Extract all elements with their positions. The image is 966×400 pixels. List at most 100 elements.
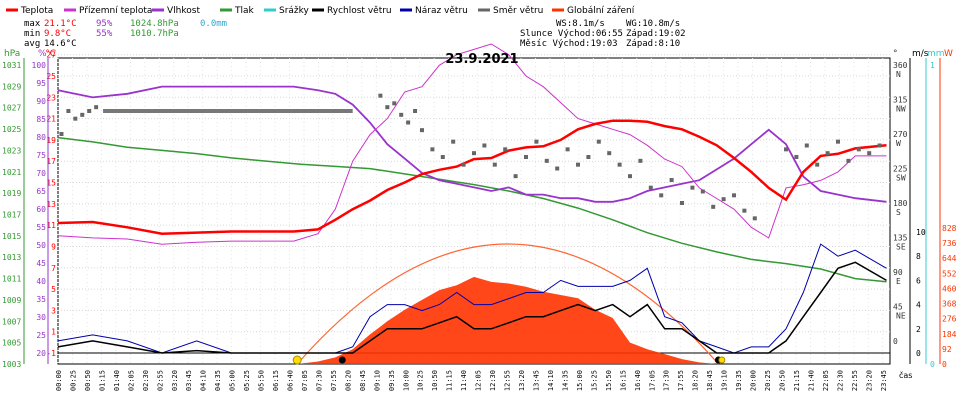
x-tick-33: 13:45 (532, 370, 540, 391)
hpa-tick-6: 1019 (2, 189, 21, 198)
x-tick-1: 00:25 (69, 370, 77, 391)
x-tick-9: 03:45 (185, 370, 193, 391)
temp-tick-13: 1 (51, 328, 56, 337)
temp-tick-0: 27 (46, 51, 56, 60)
x-tick-28: 11:40 (460, 370, 468, 391)
deg-tick-8: 0 (893, 337, 898, 346)
wind-dir-point-38 (690, 185, 695, 190)
dir-letter-2: W (896, 139, 901, 148)
stat-r0-c3: 1024.8hPa (130, 19, 179, 29)
axes: hPa %°C1031102910271025102310211019101710… (2, 49, 957, 391)
x-tick-39: 16:15 (619, 370, 627, 391)
x-tick-5: 02:05 (127, 370, 135, 391)
series-pressure (57, 136, 887, 283)
wind-dir-point-27 (576, 162, 580, 167)
deg-axis-title: ° (893, 49, 898, 59)
ms-tick-0: 10 (916, 228, 926, 237)
dir-letter-5: SE (896, 243, 906, 252)
x-tick-32: 13:20 (518, 370, 526, 391)
temp-tick-3: 21 (46, 115, 56, 124)
w-tick-2: 644 (942, 254, 957, 263)
mm-tick-0: 1 (930, 61, 935, 70)
hpa-axis-title: hPa (4, 49, 20, 59)
stat-r1-c1: 9.8°C (44, 29, 71, 39)
moonset-text: Západ:8:10 (626, 39, 680, 49)
legend-label-5: Rychlost větru (327, 6, 392, 16)
temp-tick-2: 23 (46, 93, 56, 102)
wind-dir-point-20 (503, 147, 508, 152)
hpa-tick-11: 1009 (2, 296, 21, 305)
deg-tick-2: 270 (893, 130, 908, 139)
wind-dir-point-12 (420, 128, 424, 133)
x-tick-56: 23:20 (865, 370, 873, 391)
pct-tick-4: 80 (36, 133, 46, 142)
x-tick-43: 17:55 (677, 370, 685, 391)
x-tick-46: 19:10 (721, 370, 729, 391)
w-tick-8: 92 (942, 345, 952, 354)
wind-dir-point-4 (87, 109, 92, 113)
hpa-tick-14: 1003 (2, 360, 21, 369)
wind-dir-point-54 (877, 143, 882, 148)
temp-tick-7: 13 (46, 200, 56, 209)
wind-dir-point-28 (586, 155, 591, 159)
temp-tick-9: 9 (51, 242, 56, 251)
chart-marks (57, 43, 887, 365)
deg-tick-7: 45 (893, 303, 903, 312)
x-tick-40: 16:40 (634, 370, 642, 391)
x-tick-29: 12:05 (475, 370, 483, 391)
wind-dir-point-53 (867, 151, 872, 156)
ms-tick-5: 0 (916, 349, 921, 358)
temp-tick-8: 11 (46, 221, 56, 230)
wind-dir-band (103, 109, 353, 113)
w-tick-4: 460 (942, 284, 957, 293)
temp-axis-title: °C (45, 49, 56, 59)
hpa-tick-7: 1017 (2, 211, 21, 220)
wind-dir-point-47 (804, 143, 809, 148)
legend-label-0: Teplota (20, 6, 53, 16)
x-axis-title: čas (899, 370, 912, 380)
wind-dir-point-18 (482, 143, 487, 148)
pct-tick-12: 40 (36, 277, 46, 286)
w-axis-title: W (944, 49, 953, 59)
w-tick-3: 552 (942, 269, 957, 278)
wind-dir-point-19 (492, 162, 497, 167)
wind-dir-point-1 (66, 109, 71, 113)
temp-tick-1: 25 (46, 72, 56, 81)
x-tick-20: 08:20 (344, 370, 352, 391)
temp-tick-5: 17 (46, 157, 56, 166)
x-tick-7: 02:55 (156, 370, 164, 391)
x-tick-16: 06:40 (287, 370, 295, 391)
wind-dir-point-10 (406, 120, 411, 125)
wind-dir-point-46 (794, 155, 799, 159)
deg-tick-4: 180 (893, 199, 908, 208)
pct-tick-8: 60 (36, 205, 46, 214)
sunset-text: Západ:19:02 (626, 29, 686, 39)
pct-tick-5: 75 (36, 151, 46, 160)
x-tick-15: 06:15 (272, 370, 280, 391)
ms-tick-1: 8 (916, 252, 921, 261)
w-tick-6: 276 (942, 315, 957, 324)
hpa-tick-0: 1031 (2, 61, 21, 70)
wind-dir-point-42 (732, 193, 736, 198)
x-tick-21: 08:45 (359, 370, 367, 391)
w-tick-9: 0 (942, 360, 947, 369)
deg-tick-5: 135 (893, 234, 908, 243)
dir-letter-7: NE (896, 312, 906, 321)
x-tick-25: 10:25 (417, 370, 425, 391)
wind-dir-point-29 (596, 139, 601, 144)
hpa-tick-2: 1027 (2, 104, 21, 113)
hpa-tick-3: 1025 (2, 125, 21, 134)
temp-tick-10: 7 (51, 264, 56, 273)
hpa-tick-5: 1021 (2, 168, 21, 177)
series-temperature (57, 119, 887, 235)
ws-text: WS:8.1m/s (556, 19, 605, 29)
series-ground-temp (57, 43, 887, 245)
wind-dir-point-24 (544, 158, 549, 163)
x-tick-14: 05:50 (258, 370, 266, 391)
series-wind-speed (57, 261, 887, 354)
wind-dir-point-34 (648, 185, 653, 190)
stat-r2-c0: avg (24, 39, 40, 49)
x-tick-27: 11:15 (446, 370, 454, 391)
